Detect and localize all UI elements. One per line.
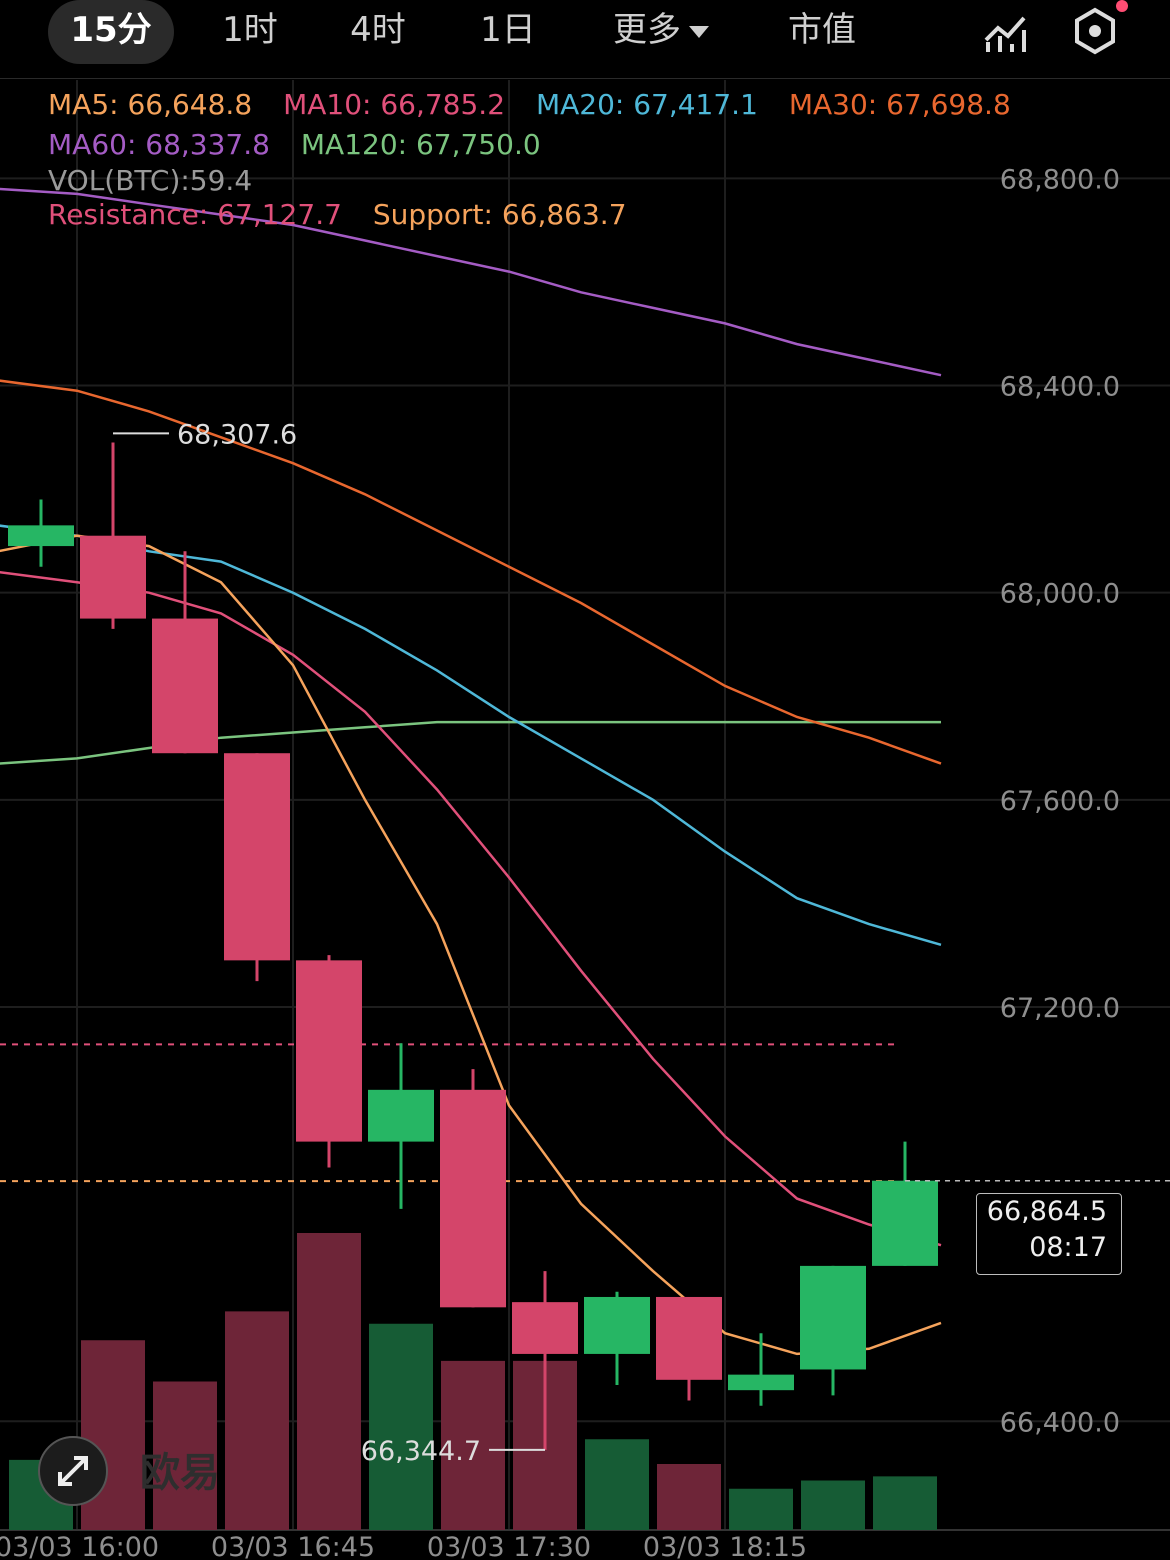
y-tick-label: 68,800.0 bbox=[1000, 164, 1120, 195]
candle-body bbox=[296, 960, 362, 1142]
ma5-label: MA5: 66,648.8 bbox=[48, 88, 253, 121]
ma5-line bbox=[0, 534, 942, 1356]
candle-body bbox=[224, 753, 290, 961]
tab-4h[interactable]: 4时 bbox=[350, 10, 406, 50]
ma120-line bbox=[0, 720, 941, 765]
candle-body bbox=[872, 1180, 938, 1266]
y-tick-label: 66,400.0 bbox=[1000, 1407, 1120, 1438]
tab-15min[interactable]: 15分 bbox=[48, 0, 174, 64]
chevron-down-icon bbox=[689, 25, 709, 38]
candle-body bbox=[584, 1296, 650, 1354]
sr-legend: Resistance: 67,127.7 Support: 66,863.7 bbox=[48, 198, 649, 231]
support-label: Support: 66,863.7 bbox=[372, 198, 627, 231]
indicator-icon[interactable] bbox=[980, 6, 1030, 56]
last-price-value: 66,864.5 bbox=[986, 1196, 1107, 1227]
volume-bar bbox=[441, 1360, 505, 1530]
high-marker-label: 68,307.6 bbox=[177, 419, 297, 450]
resistance-label: Resistance: 67,127.7 bbox=[48, 198, 342, 231]
candle-body bbox=[656, 1296, 722, 1380]
volume-bar bbox=[657, 1464, 721, 1530]
ma60-label: MA60: 68,337.8 bbox=[48, 128, 270, 161]
volume-bar bbox=[873, 1476, 937, 1530]
ma60-line bbox=[0, 187, 942, 377]
fullscreen-button[interactable] bbox=[38, 1436, 108, 1506]
x-tick-label: 03/03 16:45 bbox=[211, 1532, 375, 1560]
volume-bar bbox=[153, 1381, 217, 1530]
volume-bar bbox=[225, 1311, 289, 1530]
y-tick-label: 67,200.0 bbox=[1000, 993, 1120, 1024]
volume-label: VOL(BTC):59.4 bbox=[48, 164, 253, 197]
x-tick-label: 03/03 16:00 bbox=[0, 1532, 159, 1560]
volume-bar bbox=[369, 1323, 433, 1530]
volume-bar bbox=[729, 1488, 793, 1530]
last-price-tag: 66,864.5 08:17 bbox=[976, 1193, 1122, 1275]
x-tick-label: 03/03 17:30 bbox=[427, 1532, 591, 1560]
tab-1d[interactable]: 1日 bbox=[480, 10, 536, 50]
ma20-label: MA20: 67,417.1 bbox=[535, 88, 758, 121]
candle-countdown: 08:17 bbox=[1029, 1232, 1107, 1263]
ma30-line bbox=[0, 379, 942, 765]
volume-bar bbox=[801, 1480, 865, 1530]
y-tick-label: 68,000.0 bbox=[1000, 579, 1120, 610]
candle-body bbox=[152, 618, 218, 754]
y-tick-label: 68,400.0 bbox=[1000, 372, 1120, 403]
ma120-label: MA120: 67,750.0 bbox=[300, 128, 541, 161]
ma10-label: MA10: 66,785.2 bbox=[283, 88, 506, 121]
volume-legend: VOL(BTC):59.4 bbox=[48, 164, 274, 197]
tab-more-label: 更多 bbox=[613, 10, 681, 50]
y-tick-label: 67,600.0 bbox=[1000, 786, 1120, 817]
volume-bar bbox=[585, 1439, 649, 1530]
candle-body bbox=[512, 1302, 578, 1354]
notification-dot bbox=[1116, 0, 1128, 12]
ma-legend-row-1: MA5: 66,648.8 MA10: 66,785.2 MA20: 67,41… bbox=[48, 88, 1033, 121]
ma30-label: MA30: 67,698.8 bbox=[788, 88, 1011, 121]
candle-body bbox=[728, 1374, 794, 1391]
ma10-line bbox=[0, 571, 942, 1247]
tab-1h[interactable]: 1时 bbox=[222, 10, 278, 50]
candle-body bbox=[368, 1089, 434, 1142]
tab-more[interactable]: 更多 bbox=[596, 0, 726, 64]
volume-bar bbox=[297, 1233, 361, 1530]
tab-market-cap[interactable]: 市值 bbox=[788, 10, 856, 50]
candle-body bbox=[8, 525, 74, 547]
candle-body bbox=[800, 1265, 866, 1370]
ma-legend-row-2: MA60: 68,337.8 MA120: 67,750.0 bbox=[48, 128, 563, 161]
candle-body bbox=[80, 535, 146, 619]
settings-hexagon-icon[interactable] bbox=[1070, 6, 1120, 56]
x-tick-label: 03/03 18:15 bbox=[643, 1532, 807, 1560]
interval-tabs: 15分 1时 4时 1日 更多 市值 bbox=[0, 0, 1170, 79]
low-marker-label: 66,344.7 bbox=[361, 1436, 481, 1467]
candle-body bbox=[440, 1089, 506, 1308]
exchange-watermark: 欧易 bbox=[140, 1450, 220, 1496]
expand-icon bbox=[58, 1456, 88, 1486]
